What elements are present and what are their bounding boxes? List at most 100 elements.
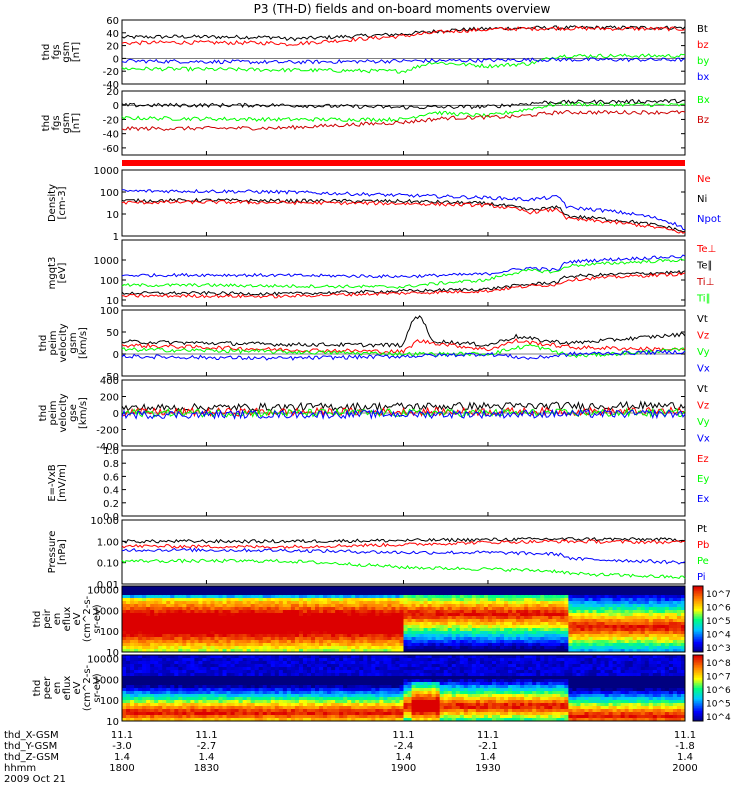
colorbar-segment	[693, 638, 703, 641]
legend-entry: Pi	[697, 572, 706, 583]
y-axis-label: gsm	[61, 41, 72, 62]
legend-entry: Ti∥	[696, 294, 711, 305]
colorbar-segment	[693, 681, 703, 684]
legend-entry: Ey	[697, 474, 709, 485]
colorbar-segment	[693, 661, 703, 664]
colorbar-segment	[693, 640, 703, 643]
y-axis-label: peer	[42, 676, 53, 700]
y-axis-label: thd	[41, 44, 52, 61]
legend-entry: Ez	[697, 454, 709, 465]
colorbar-segment	[693, 604, 703, 607]
legend-entry: by	[697, 56, 709, 67]
legend-entry: Ex	[697, 494, 709, 505]
legend-entry: bz	[697, 40, 709, 51]
colorbar-segment	[693, 610, 703, 613]
y-axis-label: eflux	[62, 676, 73, 701]
x-axis-value: 11.1	[195, 730, 217, 741]
y-tick-label: 0	[113, 54, 119, 65]
y-tick-label: 20	[106, 42, 119, 53]
y-tick-label: -200	[96, 426, 119, 437]
colorbar-segment	[693, 696, 703, 699]
y-tick-label: 10000	[87, 655, 119, 666]
y-tick-label: 60	[106, 16, 119, 27]
y-tick-label: 1.0	[103, 446, 119, 457]
colorbar-segment	[693, 642, 703, 645]
y-tick-label: 0.0	[103, 512, 119, 523]
y-axis-label: fgs	[51, 44, 62, 59]
legend-entry: Te∥	[696, 261, 713, 272]
y-axis-label: fgs	[51, 115, 62, 130]
legend-entry: Vt	[697, 384, 708, 395]
y-tick-label: 50	[106, 328, 119, 339]
colorbar-segment	[693, 702, 703, 705]
legend-entry: Vy	[697, 347, 710, 358]
y-tick-label: 0.2	[103, 499, 119, 510]
y-tick-label: 0.6	[103, 472, 119, 483]
colorbar-segment	[693, 620, 703, 623]
x-axis-value: 1.4	[114, 752, 130, 763]
spectrogram	[122, 655, 686, 722]
y-axis-label: sr-eV)	[92, 604, 103, 633]
y-axis-label: thd	[38, 335, 49, 352]
x-axis-value: 1800	[109, 763, 134, 774]
legend-entry: Pe	[697, 556, 709, 567]
colorbar-label: 10^7	[706, 673, 731, 683]
x-axis-value: 1830	[194, 763, 219, 774]
x-axis-value: 1.4	[198, 752, 214, 763]
y-tick-label: 0.01	[97, 580, 119, 591]
y-tick-label: -20	[103, 67, 119, 78]
series-line-Vt	[121, 315, 686, 348]
colorbar-segment	[693, 688, 703, 691]
y-axis-label: en	[52, 682, 63, 695]
colorbar-segment	[693, 714, 703, 717]
colorbar-segment	[693, 595, 703, 599]
series-line-by	[121, 53, 686, 74]
colorbar-segment	[693, 689, 703, 692]
y-axis-label: thd	[32, 680, 43, 697]
y-axis-label: [nPa]	[57, 539, 68, 565]
colorbar-segment	[693, 701, 703, 704]
series-line-Bt	[121, 25, 686, 42]
colorbar-segment	[693, 709, 703, 712]
colorbar-segment	[693, 628, 703, 632]
colorbar-segment	[693, 694, 703, 697]
y-tick-label: 200	[100, 393, 119, 404]
x-axis-row-label: 2009 Oct 21	[4, 774, 66, 785]
legend-entry: Vz	[697, 331, 709, 342]
colorbar-segment	[693, 655, 703, 658]
colorbar-segment	[693, 650, 703, 653]
series-line-Te∥	[121, 269, 686, 297]
colorbar-segment	[693, 706, 703, 709]
series-line-Pt	[121, 537, 686, 544]
series-line-Pe	[121, 558, 686, 579]
y-tick-label: 10	[106, 296, 119, 307]
y-axis-label: gse	[68, 404, 79, 422]
y-tick-label: 0.8	[103, 459, 119, 470]
colorbar-segment	[693, 679, 703, 682]
series-line-Ti∥	[121, 258, 686, 289]
y-tick-label: 10	[106, 717, 119, 728]
page-title: P3 (TH-D) fields and on-board moments ov…	[254, 2, 551, 16]
y-tick-label: 1.00	[97, 537, 119, 548]
y-tick-label: 0.4	[103, 486, 119, 497]
colorbar-segment	[693, 674, 703, 677]
colorbar-segment	[693, 590, 703, 594]
legend-entry: Bt	[697, 24, 708, 35]
x-axis-value: 11.1	[477, 730, 499, 741]
colorbar-segment	[693, 615, 703, 618]
y-tick-label: -60	[103, 144, 119, 155]
y-axis-label: Density	[47, 184, 58, 222]
colorbar-segment	[693, 669, 703, 672]
y-axis-label: (cm^2-s-	[82, 595, 93, 642]
x-axis-value: -2.1	[478, 741, 498, 752]
colorbar-label: 10^5	[706, 617, 731, 627]
y-tick-label: -20	[103, 115, 119, 126]
y-axis-label: velocity	[58, 323, 69, 362]
y-tick-label: -400	[96, 442, 119, 453]
y-axis-label: mgqt3	[47, 257, 58, 290]
series-line-Ti⊥	[121, 254, 686, 279]
colorbar-segment	[693, 647, 703, 650]
colorbar-segment	[693, 607, 703, 610]
colorbar-segment	[693, 605, 703, 608]
legend-entry: Vz	[697, 401, 709, 412]
